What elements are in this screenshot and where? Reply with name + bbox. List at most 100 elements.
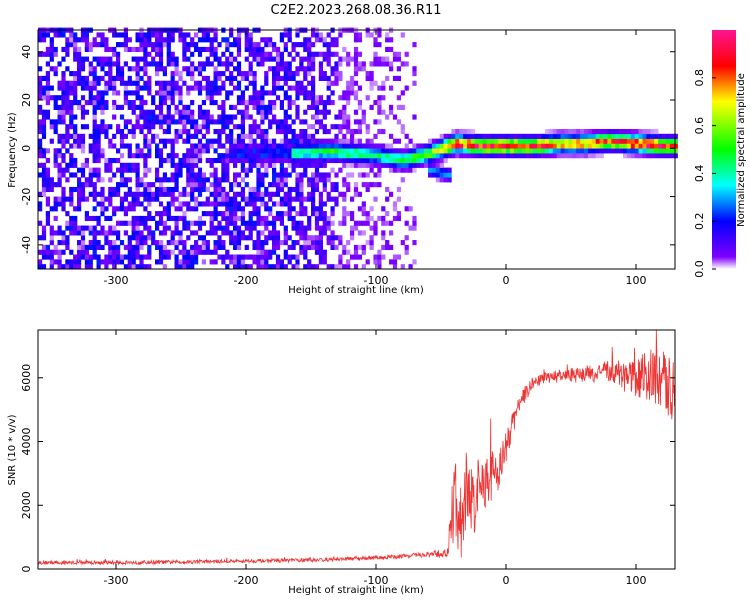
- spectrogram-cell: [599, 148, 604, 154]
- spectrogram-cell: [112, 264, 117, 270]
- spectrogram-cell: [389, 153, 394, 159]
- spectrogram-cell: [373, 157, 378, 164]
- spectrogram-cell: [482, 133, 487, 139]
- spectrogram-cell: [69, 114, 74, 120]
- spectrogram-cell: [88, 225, 93, 231]
- spectrogram-cell: [236, 66, 242, 72]
- spectrogram-cell: [400, 148, 405, 154]
- spectrogram-cell: [57, 109, 62, 115]
- spectrogram-cell: [147, 32, 152, 38]
- spectrogram-cell: [630, 153, 635, 159]
- spectrogram-cell: [127, 167, 132, 173]
- spectrogram-cell: [84, 100, 89, 106]
- spectrogram-cell: [314, 225, 320, 231]
- spectrogram-cell: [221, 201, 226, 207]
- spectrogram-cell: [135, 196, 140, 202]
- spectrogram-cell: [45, 177, 50, 183]
- spectrogram-cell: [482, 148, 487, 154]
- spectrogram-cell: [350, 56, 355, 62]
- spectrogram-cell: [369, 143, 374, 149]
- spectrogram-cell: [104, 215, 109, 222]
- spectrogram-cell: [318, 254, 323, 260]
- spectrogram-cell: [143, 153, 148, 159]
- spectrogram-cell: [205, 230, 210, 236]
- spectrogram-cell: [225, 211, 230, 217]
- spectrogram-cell: [73, 220, 78, 226]
- spectrogram-cell: [638, 138, 643, 144]
- spectrogram-cell: [283, 128, 288, 135]
- spectrogram-cell: [194, 143, 199, 149]
- spectrogram-cell: [256, 220, 261, 226]
- spectrogram-cell: [162, 211, 167, 217]
- spectrogram-cell: [264, 206, 269, 212]
- spectrogram-cell: [314, 95, 320, 101]
- spectrogram-cell: [139, 153, 144, 159]
- spectrogram-cell: [104, 37, 109, 43]
- spectrogram-cell: [194, 119, 199, 125]
- spectrogram-cell: [236, 201, 242, 207]
- spectrogram-cell: [96, 143, 101, 149]
- spectrogram-cell: [174, 109, 179, 115]
- spectrogram-cell: [404, 143, 409, 149]
- spectrogram-cell: [322, 225, 327, 231]
- spectrogram-cell: [155, 240, 160, 246]
- spectrogram-cell: [330, 240, 335, 246]
- spectrogram-cell: [404, 148, 409, 154]
- spectrogram-cell: [166, 80, 171, 86]
- spectrogram-cell: [123, 37, 128, 43]
- spectrogram-cell: [307, 191, 312, 197]
- spectrogram-cell: [96, 264, 101, 270]
- spectrogram-cell: [439, 153, 444, 159]
- spectrogram-cell: [104, 240, 109, 246]
- spectrogram-cell: [248, 71, 253, 77]
- spectrogram-cell: [73, 85, 78, 91]
- spectrogram-cell: [38, 66, 43, 72]
- spectrogram-cell: [57, 148, 62, 154]
- spectrogram-cell: [443, 133, 448, 139]
- spectrogram-cell: [334, 80, 339, 86]
- spectrogram-cell: [279, 56, 284, 62]
- spectrogram-cell: [275, 148, 281, 154]
- spectrogram-cell: [260, 100, 265, 106]
- spectrogram-cell: [155, 186, 160, 193]
- spectrogram-cell: [295, 80, 300, 86]
- spectrogram-cell: [342, 124, 347, 130]
- spectrogram-cell: [158, 95, 164, 101]
- spectrogram-cell: [260, 220, 265, 226]
- spectrogram-cell: [665, 138, 671, 144]
- spectrogram-cell: [256, 95, 261, 101]
- spectrogram-cell: [295, 230, 300, 236]
- spectrogram-cell: [272, 157, 277, 164]
- spectrogram-cell: [342, 220, 347, 226]
- spectrogram-cell: [92, 138, 97, 144]
- spectrogram-cell: [338, 109, 343, 115]
- spectrogram-cell: [595, 143, 600, 149]
- spectrogram-cell: [584, 148, 589, 154]
- spectrogram-cell: [650, 153, 655, 159]
- spectrogram-cell: [595, 128, 600, 135]
- spectrogram-cell: [642, 138, 647, 144]
- spectrogram-cell: [334, 114, 339, 120]
- spectrogram-cell: [264, 148, 269, 154]
- spectrogram-cell: [73, 124, 78, 130]
- spectrogram-cell: [151, 32, 156, 38]
- spectrogram-cell: [256, 215, 261, 222]
- spectrogram-cell: [221, 71, 226, 77]
- spectrogram-cell: [299, 201, 304, 207]
- spectrogram-cell: [123, 80, 128, 86]
- spectrogram-cell: [178, 71, 183, 77]
- spectrogram-cell: [135, 153, 140, 159]
- spectrogram-cell: [353, 90, 359, 96]
- spectrogram-cell: [178, 128, 183, 135]
- spectrogram-cell: [342, 104, 347, 110]
- spectrogram-cell: [314, 119, 320, 125]
- spectrogram-cell: [431, 167, 437, 173]
- spectrogram-cell: [256, 206, 261, 212]
- spectrogram-cell: [84, 124, 89, 130]
- spectrogram-cell: [236, 230, 242, 236]
- spectrogram-cell: [190, 162, 195, 168]
- spectrogram-cell: [373, 61, 378, 67]
- spectrogram-cell: [190, 85, 195, 91]
- spectrogram-cell: [229, 32, 234, 38]
- spectrogram-cell: [77, 186, 82, 193]
